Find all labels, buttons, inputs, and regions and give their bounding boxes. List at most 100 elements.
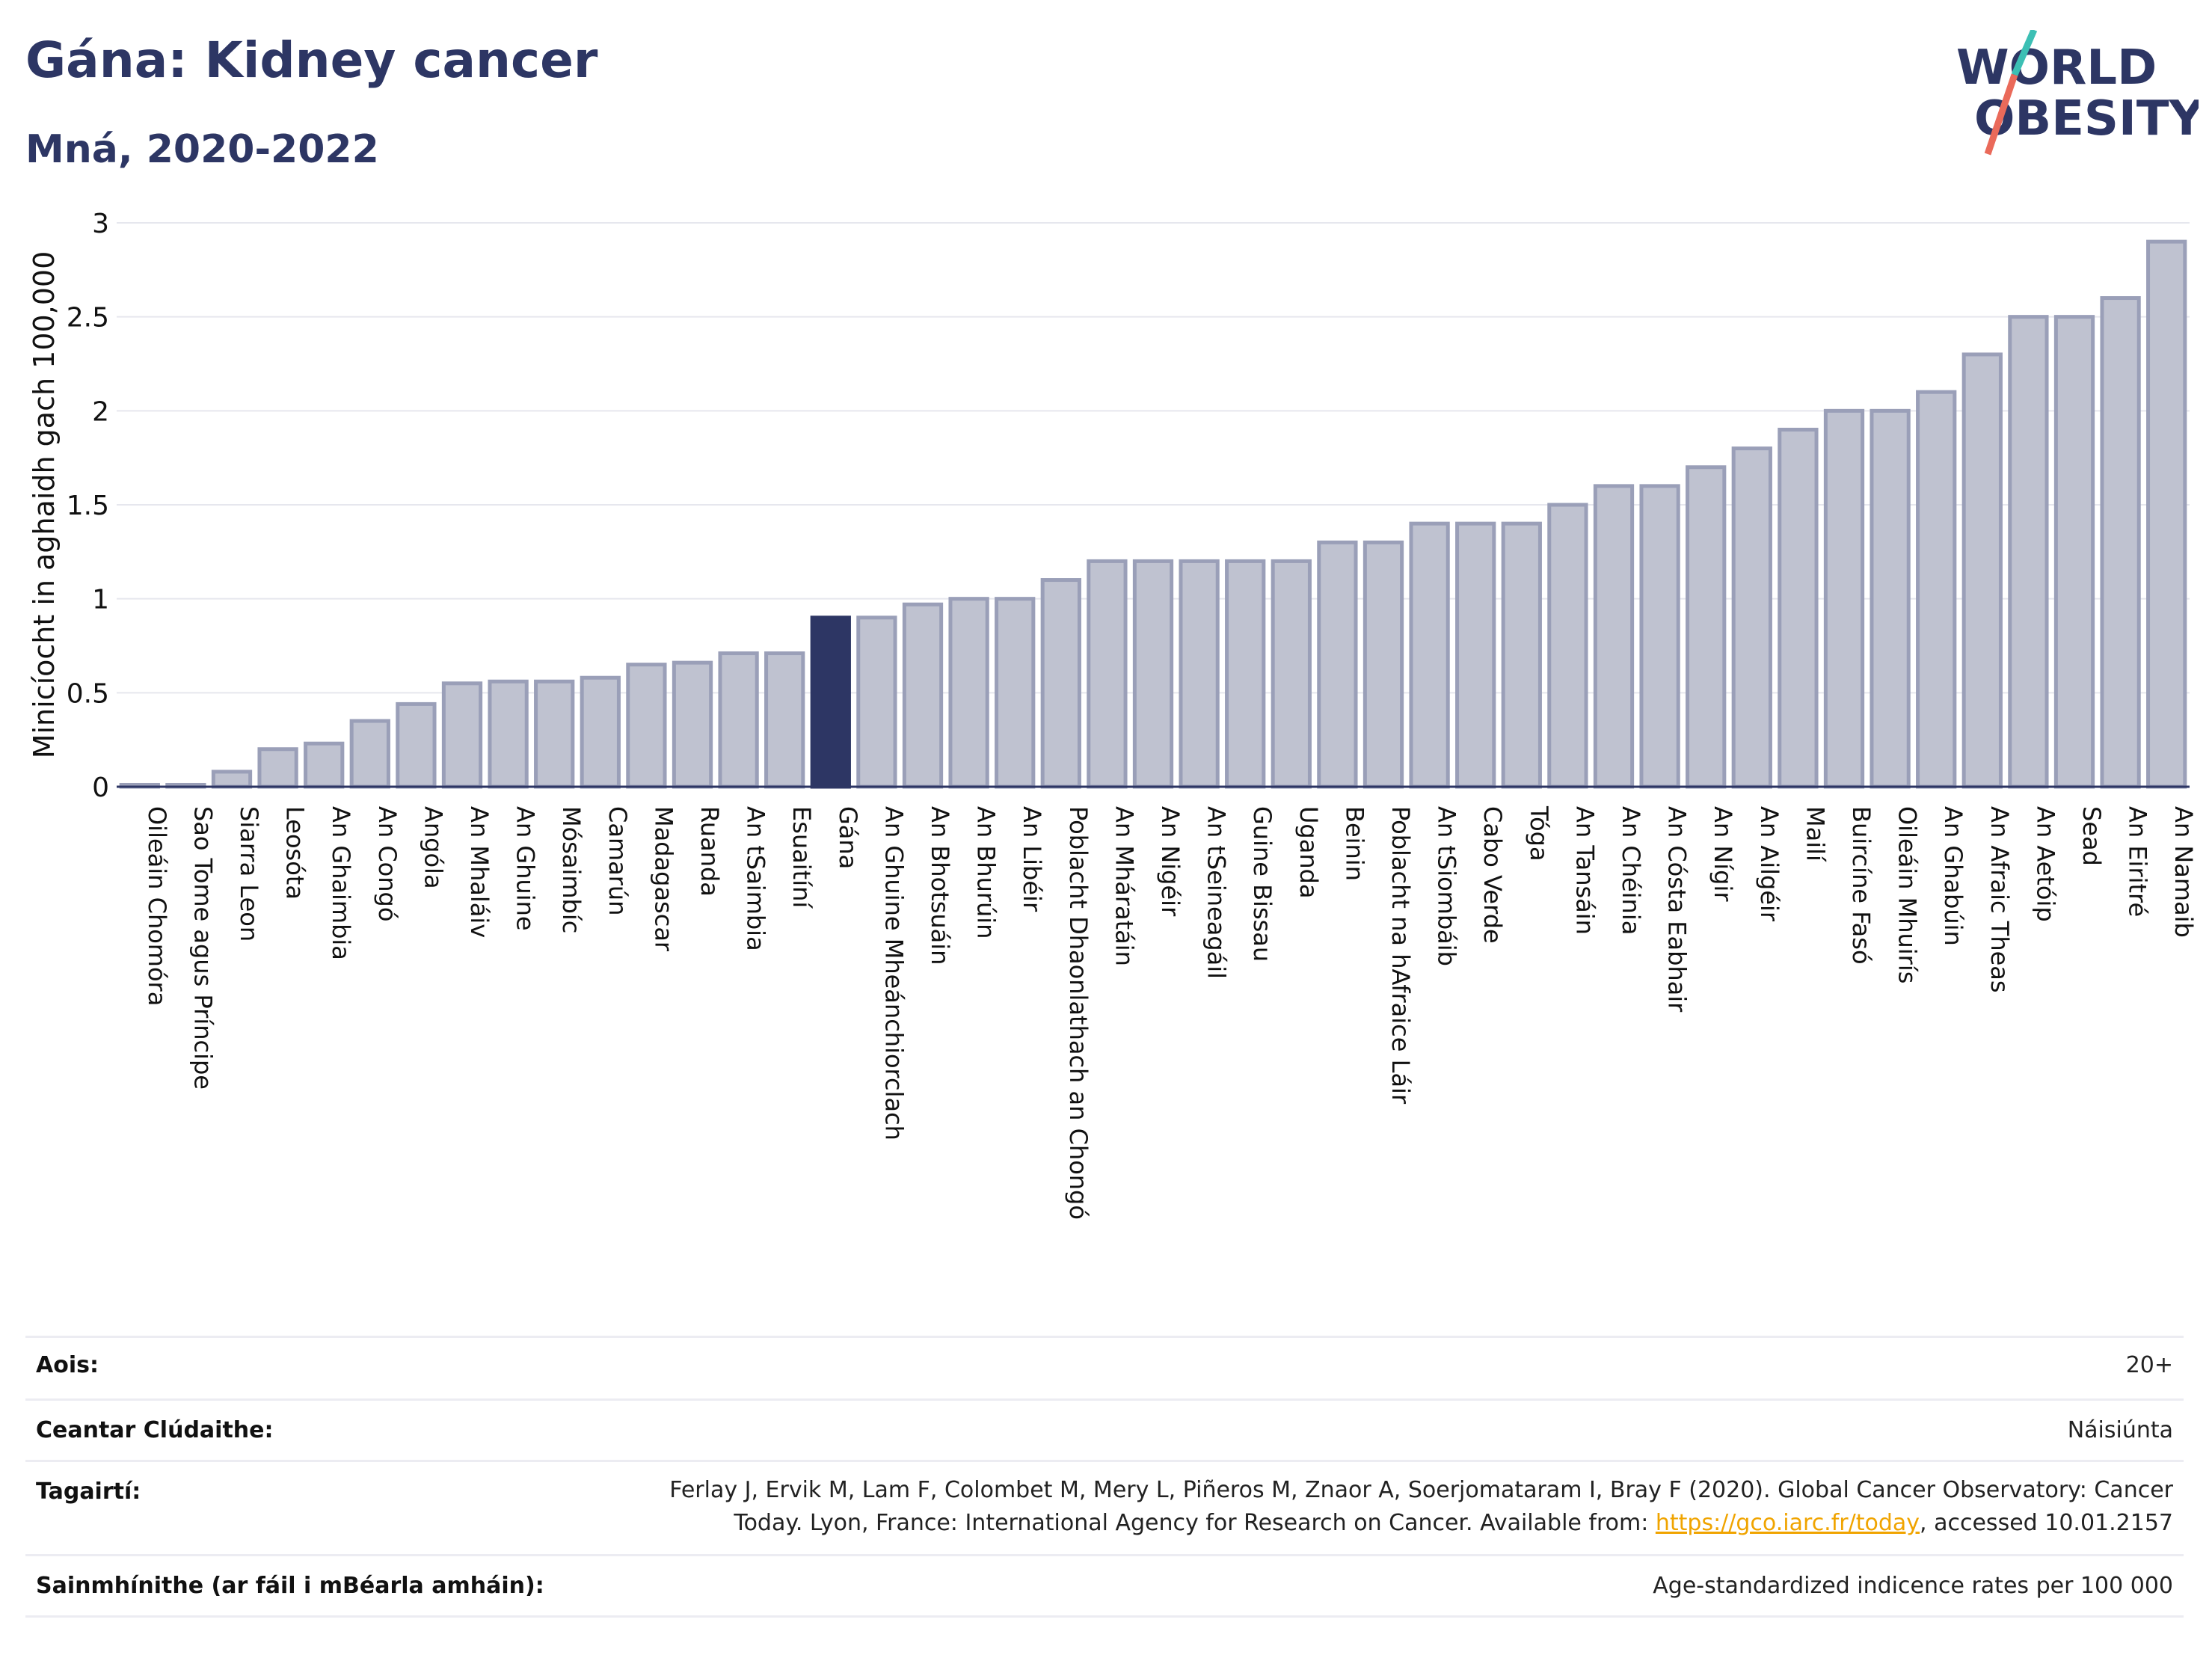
bar[interactable] <box>441 681 483 789</box>
x-tick-label: An Afraic Theas <box>1985 806 2014 993</box>
x-tick-label: An Tansáin <box>1570 806 1599 935</box>
references-line-2-text: Today. Lyon, France: International Agenc… <box>734 1510 1656 1536</box>
y-tick-label: 0.5 <box>67 678 109 709</box>
age-label: Aois: <box>36 1352 99 1378</box>
bar[interactable] <box>1823 408 1865 789</box>
definitions-label: Sainmhínithe (ar fáil i mBéarla amháin): <box>36 1573 544 1599</box>
bar[interactable] <box>1225 559 1266 789</box>
x-tick-label: Mailí <box>1801 806 1829 862</box>
x-tick-label: Oileáin Chomóra <box>143 806 171 1006</box>
bar[interactable] <box>396 701 437 789</box>
bar[interactable] <box>1686 465 1727 789</box>
definitions-value: Age-standardized indicence rates per 100… <box>1653 1573 2173 1599</box>
bar[interactable] <box>1362 540 1404 789</box>
bar[interactable] <box>257 747 298 789</box>
y-tick-label: 2.5 <box>67 303 109 334</box>
x-tick-label: An Mháratáin <box>1110 806 1138 966</box>
meta-top-divider <box>25 1336 2184 1338</box>
x-tick-label: An Ghuine <box>511 806 540 931</box>
y-tick-label: 1.5 <box>67 491 109 521</box>
references-link[interactable]: https://gco.iarc.fr/today <box>1655 1510 1920 1536</box>
x-tick-label: An Eiritré <box>2124 806 2152 917</box>
x-tick-label: Ruanda <box>695 806 724 897</box>
x-tick-label: Siarra Leon <box>235 806 263 942</box>
logo-slash-coral <box>1984 73 2018 156</box>
chart-subtitle: Mná, 2020-2022 <box>25 127 379 172</box>
bar[interactable] <box>1778 427 1819 789</box>
y-tick-labels: 0 0.5 1 1.5 2 2.5 3 <box>67 209 109 803</box>
bar[interactable] <box>1087 559 1128 789</box>
logo-word-obesity: OBESITY <box>1974 91 2199 147</box>
x-tick-label: An Libéir <box>1018 806 1046 912</box>
bar[interactable] <box>349 719 390 789</box>
x-tick-label: An Bhurúin <box>972 806 1001 939</box>
bar[interactable] <box>2053 315 2095 789</box>
x-tick-label: Madagascar <box>649 806 678 952</box>
bars <box>119 239 2187 789</box>
bar[interactable] <box>488 679 529 789</box>
bar[interactable] <box>2008 315 2049 789</box>
references-label: Tagairtí: <box>36 1479 141 1505</box>
x-tick-label: Camarún <box>603 806 632 915</box>
x-tick-label: An Ailgéir <box>1755 806 1784 922</box>
bar[interactable] <box>1639 484 1680 789</box>
meta-row-definitions: Sainmhínithe (ar fáil i mBéarla amháin):… <box>25 1554 2184 1618</box>
bar[interactable] <box>1961 352 2003 789</box>
meta-row-area: Ceantar Clúdaithe: Náisiúnta <box>25 1398 2184 1462</box>
bar[interactable] <box>580 675 621 789</box>
bar[interactable] <box>1870 408 1911 789</box>
x-tick-label: Sao Tome agus Príncipe <box>188 806 217 1090</box>
bar[interactable] <box>948 597 989 789</box>
x-tick-label: Uganda <box>1294 806 1323 899</box>
x-tick-label: An tSiombáib <box>1433 806 1461 966</box>
bar[interactable] <box>2100 296 2141 789</box>
bar[interactable] <box>1501 521 1542 789</box>
bar[interactable] <box>672 660 713 789</box>
x-tick-label: Gána <box>834 806 862 869</box>
x-tick-labels: Oileáin Chomóra Sao Tome agus Príncipe Sia… <box>143 805 2198 1220</box>
y-tick-label: 3 <box>92 209 109 239</box>
bar[interactable] <box>626 663 667 789</box>
bar[interactable] <box>304 741 345 789</box>
bar[interactable] <box>810 615 851 789</box>
bar[interactable] <box>1455 521 1496 789</box>
x-tick-label: An tSaimbia <box>742 806 770 951</box>
bar[interactable] <box>211 770 253 789</box>
chart-title: Gána: Kidney cancer <box>25 31 598 89</box>
bar[interactable] <box>1409 521 1450 789</box>
x-tick-label: Sead <box>2077 806 2106 866</box>
bar[interactable] <box>2146 239 2187 789</box>
x-tick-label: Buircíne Fasó <box>1847 806 1875 965</box>
bar[interactable] <box>534 679 575 789</box>
references-line-1: Ferlay J, Ervik M, Lam F, Colombet M, Me… <box>669 1477 2173 1503</box>
x-tick-label: An Nígir <box>1709 806 1737 902</box>
x-tick-label: Tóga <box>1525 805 1553 862</box>
area-value: Náisiúnta <box>2067 1417 2173 1443</box>
y-axis-label: Minicíocht in aghaidh gach 100,000 <box>28 251 61 759</box>
bar[interactable] <box>1593 484 1635 789</box>
bar[interactable] <box>1179 559 1220 789</box>
x-tick-label: Oileáin Mhuirís <box>1893 806 1922 983</box>
bar[interactable] <box>1547 503 1588 789</box>
bar[interactable] <box>902 602 944 789</box>
references-line-2-tail: , accessed 10.01.2157 <box>1920 1510 2173 1536</box>
bar[interactable] <box>1916 390 1957 789</box>
bar[interactable] <box>856 615 897 789</box>
x-tick-label: An Cósta Eabhair <box>1663 806 1692 1013</box>
bar[interactable] <box>764 651 805 789</box>
meta-row-age: Aois: 20+ <box>25 1336 2184 1398</box>
bar[interactable] <box>1132 559 1174 789</box>
references-value: Ferlay J, Ervik M, Lam F, Colombet M, Me… <box>669 1474 2173 1540</box>
bar[interactable] <box>1271 559 1312 789</box>
bar[interactable] <box>995 597 1036 789</box>
bar[interactable] <box>1731 446 1772 789</box>
bar[interactable] <box>718 651 759 789</box>
x-tick-label: Esuaitíní <box>787 806 816 909</box>
x-tick-label: An Bhotsuáin <box>926 806 954 965</box>
references-line-2: Today. Lyon, France: International Agenc… <box>669 1507 2173 1540</box>
x-tick-label: An Ghuine Mheánchiorclach <box>879 806 908 1140</box>
bar[interactable] <box>1040 578 1081 789</box>
bar[interactable] <box>1317 540 1358 789</box>
x-tick-label: Leosóta <box>281 806 310 900</box>
area-label: Ceantar Clúdaithe: <box>36 1417 274 1443</box>
